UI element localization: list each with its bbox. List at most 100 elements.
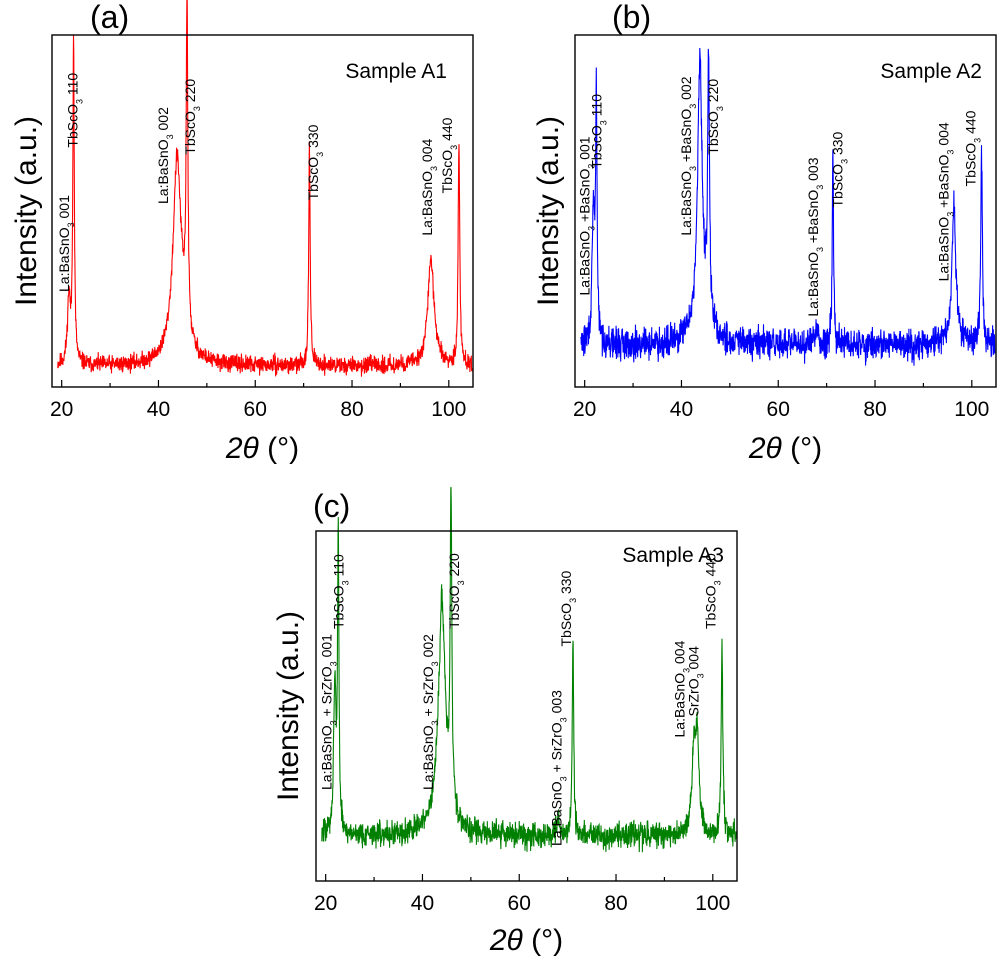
panel-0: 20 40 60 80 100 2θ (°) Intensity (a.u.) (a) Samp… (10, 0, 474, 465)
annotation-text: 003 (805, 157, 821, 184)
x-tick-label: 100 (695, 892, 730, 915)
panel-tag: (a) (90, 0, 129, 35)
annotation-subscript: 3 (456, 580, 466, 585)
panel-1: 20 40 60 80 100 2θ (°) Intensity (a.u.) (b) Samp… (532, 0, 997, 465)
annotation-subscript: 3 (341, 580, 351, 585)
annotation-text: TbScO (589, 125, 605, 169)
peak-annotation: La:BaSnO3 +BaSnO3 001 (577, 136, 597, 295)
annotation-text: La:BaSnO (678, 171, 694, 236)
x-tick-label: 80 (863, 398, 886, 421)
annotation-text: +BaSnO (678, 109, 694, 166)
peak-annotation: La:BaSnO3 + SrZrO3 001 (319, 634, 339, 790)
annotation-subscript: 3 (715, 106, 725, 111)
x-tick-label: 60 (508, 892, 531, 915)
annotation-text: TbScO (963, 143, 979, 187)
panel-2: 20 40 60 80 100 2θ (°) Intensity (a.u.) (c) Samp… (272, 486, 738, 957)
annotation-text: + SrZrO (420, 666, 436, 720)
annotation-subscript: 3 (587, 226, 597, 231)
y-axis-title: Intensity (a.u.) (272, 611, 305, 801)
peak-annotation: La:BaSnO3 +BaSnO3 002 (678, 76, 698, 235)
annotation-subscript: 3 (558, 717, 568, 722)
x-axis-title: 2θ (°) (748, 432, 822, 465)
annotation-subscript: 3 (599, 120, 609, 125)
annotation-text: TbScO (705, 111, 721, 155)
annotation-subscript: 3 (430, 720, 440, 725)
x-tick-label: 100 (954, 398, 989, 421)
peak-annotation: La:BaSnO3 002 (155, 107, 175, 204)
x-axis-symbol: 2θ (748, 432, 783, 465)
x-tick-label: 20 (50, 398, 73, 421)
annotation-text: TbScO (703, 585, 719, 629)
plot-frame (315, 530, 738, 882)
x-tick-label: 60 (244, 398, 267, 421)
x-tick-label: 20 (314, 892, 337, 915)
peak-annotation: TbScO3 440 (703, 553, 723, 629)
peak-annotation: La:BaSnO3 + SrZrO3 003 (548, 690, 568, 846)
annotation-subscript: 3 (815, 247, 825, 252)
annotation-subscript: 3 (695, 673, 705, 678)
annotation-subscript: 3 (429, 166, 439, 171)
annotation-text: La:BaSnO (419, 171, 435, 236)
y-axis-title: Intensity (a.u.) (532, 116, 565, 306)
annotation-text: +BaSnO (805, 190, 821, 247)
annotation-text: 440 (703, 553, 719, 580)
annotation-text: La:BaSnO (936, 217, 952, 282)
x-axis-symbol: 2θ (489, 924, 524, 957)
annotation-text: 002 (420, 634, 436, 661)
annotation-text: 110 (331, 554, 347, 580)
y-axis-title: Intensity (a.u.) (10, 116, 43, 306)
annotation-text: TbScO (558, 603, 574, 647)
annotation-text: SrZrO (685, 678, 701, 716)
sample-label: Sample A1 (345, 60, 447, 83)
x-tick-label: 20 (573, 398, 596, 421)
sample-label: Sample A2 (880, 60, 982, 83)
plot-frame (51, 34, 474, 388)
annotation-text: + SrZrO (548, 722, 564, 776)
annotation-subscript: 3 (682, 668, 692, 673)
annotation-subscript: 3 (973, 138, 983, 143)
peak-annotation: TbScO3 330 (305, 124, 325, 200)
annotation-subscript: 3 (430, 661, 440, 666)
x-axis-unit: (°) (782, 432, 822, 465)
x-tick-label: 40 (670, 398, 693, 421)
peak-annotation: TbScO3 330 (558, 570, 578, 646)
annotation-text: +BaSnO (936, 154, 952, 211)
annotation-text: 004 (419, 139, 435, 166)
annotation-text: 001 (319, 634, 335, 661)
peak-annotation: La:BaSnO3 + SrZrO3 002 (420, 634, 440, 790)
x-axis-unit: (°) (259, 432, 299, 465)
annotation-text: La:BaSnO (548, 781, 564, 846)
x-tick-label: 40 (411, 892, 434, 915)
annotation-subscript: 3 (449, 145, 459, 150)
peak-annotation: La:BaSnO3 004 (419, 139, 439, 236)
annotation-text: La:BaSnO (672, 673, 688, 738)
annotation-text: La:BaSnO (56, 227, 72, 292)
peak-annotation: La:BaSnO3 004 (672, 640, 692, 737)
annotation-subscript: 3 (688, 166, 698, 171)
annotation-subscript: 3 (840, 159, 850, 164)
xrd-trace (580, 47, 996, 366)
annotation-text: 004 (685, 646, 701, 673)
peak-annotation: SrZrO3 004 (685, 646, 705, 717)
annotation-text: 440 (439, 117, 455, 144)
annotation-text: 220 (705, 79, 721, 106)
annotation-subscript: 3 (75, 99, 85, 104)
annotation-text: 110 (589, 94, 605, 120)
peak-annotation: TbScO3 220 (705, 79, 725, 155)
annotation-text: La:BaSnO (420, 725, 436, 790)
x-tick-label: 80 (604, 892, 627, 915)
annotation-text: TbScO (305, 157, 321, 201)
annotation-text: La:BaSnO (155, 139, 171, 204)
annotation-subscript: 3 (66, 222, 76, 227)
annotation-text: 220 (182, 79, 198, 106)
peak-annotation: TbScO3 440 (963, 110, 983, 186)
annotation-text: 330 (558, 570, 574, 597)
annotation-text: 004 (936, 122, 952, 149)
annotation-text: La:BaSnO (319, 725, 335, 790)
annotation-subscript: 3 (688, 104, 698, 109)
annotation-subscript: 3 (315, 152, 325, 157)
annotation-text: 330 (830, 131, 846, 158)
sample-label: Sample A3 (622, 544, 724, 567)
x-tick-label: 40 (147, 398, 170, 421)
x-axis-title: 2θ (°) (489, 924, 563, 957)
